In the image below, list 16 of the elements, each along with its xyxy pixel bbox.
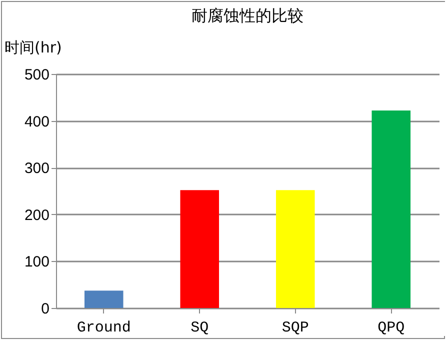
chart-title: 耐腐蚀性的比较 [192,6,304,25]
bar [276,190,315,308]
y-axis-title: 时间(hr) [4,38,62,56]
y-tick-label: 0 [41,300,50,318]
bar [84,290,124,308]
y-tick-label: 200 [24,206,50,224]
bar [372,110,411,308]
x-tick-label: SQP [282,320,309,336]
x-tick-label: QPQ [378,320,405,336]
y-tick-label: 500 [24,66,50,84]
y-tick-label: 100 [24,254,50,271]
x-tick-label: Ground [76,320,131,336]
x-tick-label: SQ [190,320,209,336]
y-tick-label: 300 [24,160,50,178]
bar [180,190,220,308]
y-tick-label: 400 [24,113,50,130]
